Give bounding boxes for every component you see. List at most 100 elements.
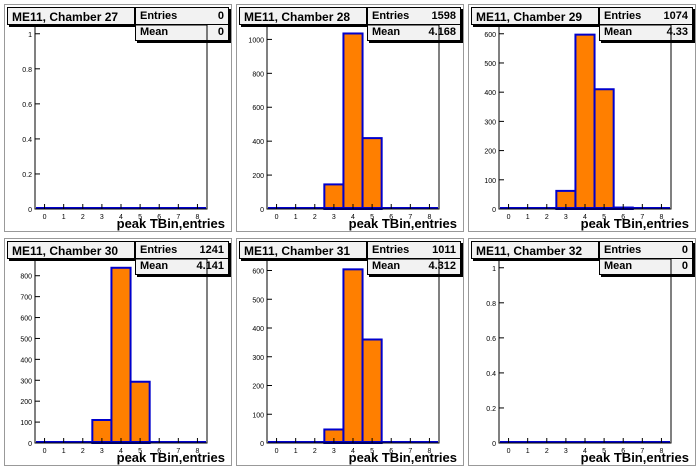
plot-area: 0 0.2 0.4 0.6 0.8 1 0 1 2 3 4 5 6 7 8 <box>22 24 208 221</box>
y-tick-label: 700 <box>20 295 32 302</box>
x-tick-label: 0 <box>507 448 511 455</box>
x-tick-label: 7 <box>408 448 412 455</box>
x-tick-label: 6 <box>157 448 161 455</box>
bars <box>91 266 151 445</box>
pad-title: ME11, Chamber 29 <box>471 7 599 25</box>
stats-box: Entries 1598 Mean 4.168 <box>367 7 461 41</box>
stats-mean-value: 0 <box>681 260 688 272</box>
y-tick-label: 0 <box>28 207 32 214</box>
x-axis: 0 1 2 3 4 5 6 7 8 <box>275 204 431 221</box>
stats-entries-value: 1598 <box>431 10 456 22</box>
pad-chamber-31: ME11, Chamber 31 Entries 1011 Mean 4.312 0… <box>236 238 464 466</box>
plot-area: 0 100 200 300 400 500 600 0 1 2 3 4 5 6 7 8 <box>252 258 440 455</box>
x-tick-label: 4 <box>351 448 355 455</box>
y-tick-label: 0 <box>492 207 496 214</box>
plot-area: 0 200 400 600 800 1000 0 1 2 3 4 5 6 7 8 <box>248 24 440 221</box>
x-tick-label: 6 <box>389 214 393 221</box>
plot-frame <box>498 258 672 444</box>
plot-area: 0 100 200 300 400 500 600 0 1 2 3 4 5 6 7 8 <box>484 24 672 221</box>
x-tick-label: 7 <box>408 214 412 221</box>
stats-mean-value: 4.141 <box>196 260 224 272</box>
x-tick-label: 4 <box>351 214 355 221</box>
x-tick-label: 1 <box>294 214 298 221</box>
x-tick-label: 1 <box>526 448 530 455</box>
x-tick-label: 1 <box>62 448 66 455</box>
y-tick-label: 300 <box>484 119 496 126</box>
x-tick-label: 1 <box>526 214 530 221</box>
y-tick-label: 600 <box>252 269 264 276</box>
y-tick-label: 800 <box>252 71 264 78</box>
x-tick-label: 4 <box>583 214 587 221</box>
histogram-bar <box>593 88 615 210</box>
y-tick-label: 400 <box>484 90 496 97</box>
stats-entries-label: Entries <box>372 244 410 256</box>
y-tick-label: 100 <box>252 412 264 419</box>
y-axis: 0 100 200 300 400 500 600 <box>484 32 504 214</box>
plot-area: 0 0.2 0.4 0.6 0.8 1 0 1 2 3 4 5 6 7 8 <box>486 258 672 455</box>
y-tick-label: 200 <box>252 384 264 391</box>
y-tick-label: 500 <box>252 297 264 304</box>
stats-entries-label: Entries <box>140 244 178 256</box>
stats-mean-value: 4.168 <box>428 26 456 38</box>
stats-entries-label: Entries <box>140 10 178 22</box>
stats-mean-value: 4.33 <box>666 26 688 38</box>
y-tick-label: 1000 <box>248 37 264 44</box>
y-tick-label: 0.8 <box>22 67 32 74</box>
y-tick-label: 600 <box>20 316 32 323</box>
x-tick-label: 2 <box>545 448 549 455</box>
histogram-bar <box>361 137 383 210</box>
histogram-bar <box>574 33 596 211</box>
y-tick-label: 600 <box>484 32 496 39</box>
x-tick-label: 5 <box>138 214 142 221</box>
pad-chamber-27: ME11, Chamber 27 Entries 0 Mean 0 0 0.2 0.4 0… <box>4 4 232 232</box>
stats-mean-value: 4.312 <box>428 260 456 272</box>
x-tick-label: 4 <box>119 214 123 221</box>
y-tick-label: 400 <box>252 326 264 333</box>
y-tick-label: 0 <box>260 441 264 448</box>
x-tick-label: 5 <box>370 214 374 221</box>
stats-box: Entries 1241 Mean 4.141 <box>135 241 229 275</box>
y-tick-label: 0 <box>260 207 264 214</box>
x-tick-label: 0 <box>275 448 279 455</box>
x-tick-label: 3 <box>564 448 568 455</box>
x-tick-label: 2 <box>81 214 85 221</box>
x-tick-label: 3 <box>332 214 336 221</box>
x-tick-label: 0 <box>275 214 279 221</box>
x-axis-label: peak TBin,entries <box>348 450 457 465</box>
stats-entries-value: 1074 <box>663 10 688 22</box>
y-tick-label: 300 <box>252 355 264 362</box>
pad-title: ME11, Chamber 30 <box>7 241 135 259</box>
stats-entries-value: 0 <box>217 10 224 22</box>
x-tick-label: 7 <box>640 214 644 221</box>
y-tick-label: 0.8 <box>486 301 496 308</box>
y-tick-label: 300 <box>20 378 32 385</box>
y-tick-label: 500 <box>484 61 496 68</box>
stats-mean-label: Mean <box>604 260 633 272</box>
x-tick-label: 2 <box>545 214 549 221</box>
y-axis: 0 0.2 0.4 0.6 0.8 1 <box>22 32 40 214</box>
y-tick-label: 200 <box>484 149 496 156</box>
x-tick-label: 8 <box>659 448 663 455</box>
x-tick-label: 5 <box>602 214 606 221</box>
stats-mean-value: 0 <box>217 26 224 38</box>
y-tick-label: 0.4 <box>22 137 32 144</box>
y-axis: 0 100 200 300 400 500 600 <box>252 269 272 448</box>
x-axis-label: peak TBin,entries <box>580 216 689 231</box>
histogram-bar <box>342 268 364 444</box>
x-axis: 0 1 2 3 4 5 6 7 8 <box>507 204 663 221</box>
stats-entries-value: 0 <box>681 244 688 256</box>
x-tick-label: 0 <box>507 214 511 221</box>
y-tick-label: 200 <box>20 399 32 406</box>
stats-box: Entries 1011 Mean 4.312 <box>367 241 461 275</box>
y-tick-label: 0.2 <box>22 172 32 179</box>
y-tick-label: 0 <box>492 441 496 448</box>
x-axis-label: peak TBin,entries <box>580 450 689 465</box>
x-tick-label: 6 <box>157 214 161 221</box>
stats-entries-label: Entries <box>604 244 642 256</box>
x-tick-label: 2 <box>313 448 317 455</box>
x-tick-label: 3 <box>100 448 104 455</box>
y-axis: 0 100 200 300 400 500 600 700 800 <box>20 274 40 448</box>
stats-box: Entries 1074 Mean 4.33 <box>599 7 693 41</box>
plot-frame <box>34 24 208 210</box>
